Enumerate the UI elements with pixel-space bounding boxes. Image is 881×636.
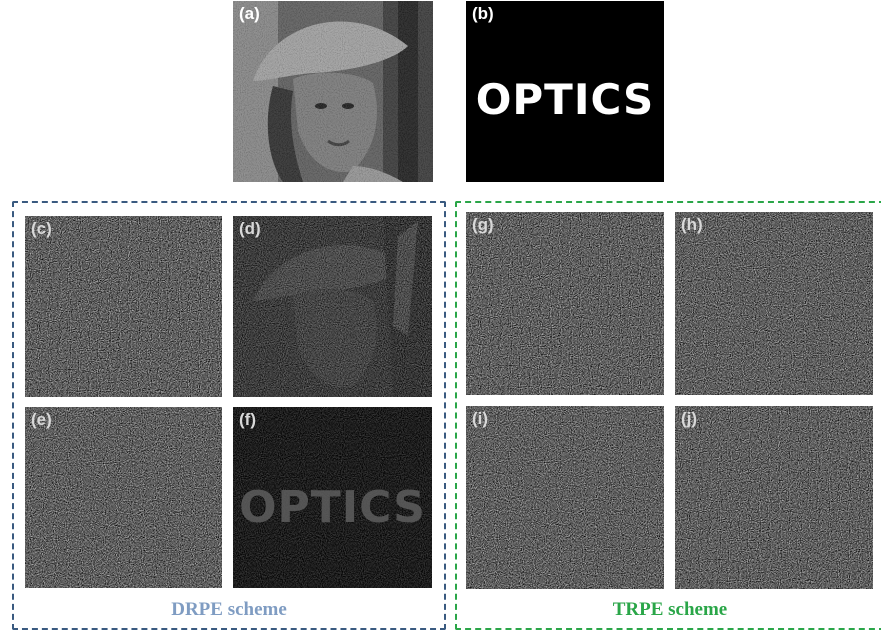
optics-text: OPTICS <box>475 75 655 124</box>
panel-label-h: (h) <box>681 215 703 234</box>
panel-j: (j) <box>675 406 873 589</box>
noise-image-c <box>25 216 222 397</box>
panel-e: (e) <box>25 407 222 588</box>
panel-label-a: (a) <box>239 4 260 23</box>
panel-a: (a) <box>233 1 433 182</box>
panel-d: (d) <box>233 216 432 397</box>
trpe-group: TRPE scheme <box>455 201 881 630</box>
drpe-scheme-label: DRPE scheme <box>171 599 287 620</box>
noisy-portrait-d <box>233 216 432 397</box>
panel-label-e: (e) <box>31 410 52 429</box>
panel-g: (g) <box>466 212 664 395</box>
panel-label-j: (j) <box>681 409 698 428</box>
panel-c: (c) <box>25 216 222 397</box>
panel-label-b: (b) <box>472 4 494 23</box>
optics-text-faint: OPTICS <box>239 482 426 533</box>
panel-label-d: (d) <box>239 219 261 238</box>
drpe-group: DRPE scheme <box>12 201 446 630</box>
panel-b: (b) OPTICS <box>466 1 664 182</box>
panel-label-f: (f) <box>239 410 256 429</box>
noise-image-e <box>25 407 222 588</box>
panel-label-g: (g) <box>472 215 494 234</box>
portrait-image <box>233 1 433 182</box>
noise-image-j <box>675 406 873 589</box>
panel-f: (f) OPTICS <box>233 407 432 588</box>
noise-image-h <box>675 212 873 395</box>
panel-h: (h) <box>675 212 873 395</box>
panel-i: (i) <box>466 406 664 589</box>
panel-label-i: (i) <box>472 409 489 428</box>
noise-image-g <box>466 212 664 395</box>
trpe-scheme-label: TRPE scheme <box>612 599 728 620</box>
noise-image-i <box>466 406 664 589</box>
noise-bg-f <box>233 407 432 588</box>
panel-label-c: (c) <box>31 219 52 238</box>
